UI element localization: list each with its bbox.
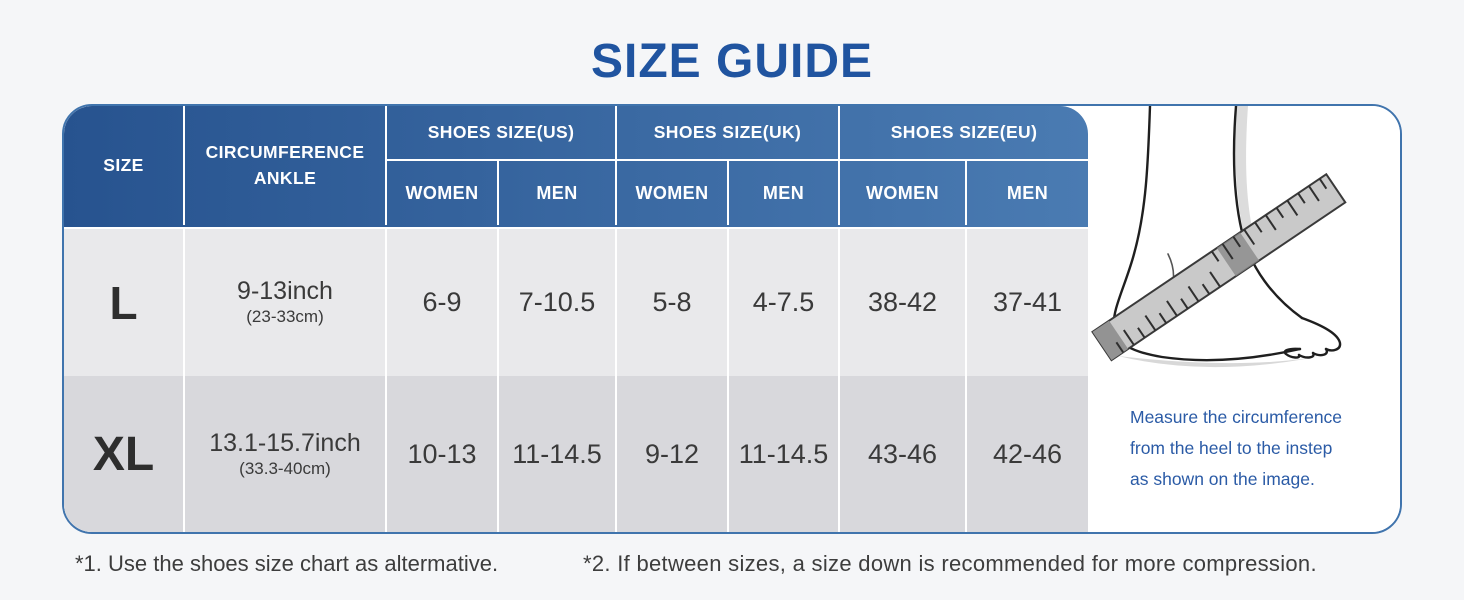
size-cell: XL xyxy=(64,376,185,532)
us-men-cell: 11-14.5 xyxy=(499,376,617,532)
header-us-women: WOMEN xyxy=(387,161,499,225)
header-shoes-size-us: SHOES SIZE(US) xyxy=(387,106,617,161)
header-uk-men: MEN xyxy=(729,161,840,225)
table-body: L 9-13inch (23-33cm) 6-9 7-10.5 5-8 4-7.… xyxy=(64,227,1088,532)
eu-men-cell: 42-46 xyxy=(967,376,1088,532)
measurement-panel: Measure the circumference from the heel … xyxy=(1088,106,1400,532)
uk-women-cell: 5-8 xyxy=(617,229,729,376)
header-eu-men: MEN xyxy=(1006,182,1049,203)
uk-women-cell: 9-12 xyxy=(617,376,729,532)
footnote-1: *1. Use the shoes size chart as altermat… xyxy=(75,551,499,576)
us-men-cell: 7-10.5 xyxy=(499,229,617,376)
circumference-cell: 13.1-15.7inch (33.3-40cm) xyxy=(185,376,387,532)
uk-men-cell: 4-7.5 xyxy=(729,229,840,376)
size-cell: L xyxy=(64,229,185,376)
circumference-cm: (23-33cm) xyxy=(246,307,324,327)
circumference-cell: 9-13inch (23-33cm) xyxy=(185,229,387,376)
us-women-value: 10-13 xyxy=(407,438,477,469)
circumference-inch: 9-13inch xyxy=(237,277,333,306)
uk-women-value: 5-8 xyxy=(652,287,692,317)
header-size: SIZE xyxy=(64,106,185,225)
eu-women-cell: 38-42 xyxy=(840,229,967,376)
table-row: XL 13.1-15.7inch (33.3-40cm) 10-13 11-14… xyxy=(64,376,1088,532)
eu-men-value: 42-46 xyxy=(992,438,1063,469)
header-shoes-size-eu: SHOES SIZE(EU) xyxy=(840,106,1088,161)
eu-men-cell: 37-41 xyxy=(967,229,1088,376)
footnote-2: *2. If between sizes, a size down is rec… xyxy=(583,551,1317,576)
header-us-men: MEN xyxy=(499,161,617,225)
circumference-inch: 13.1-15.7inch xyxy=(209,428,361,457)
measurement-caption: Measure the circumference from the heel … xyxy=(1130,402,1400,495)
size-table: SIZE CIRCUMFERENCE ANKLE SHOES SIZE(US) … xyxy=(64,106,1088,532)
size-guide-card: SIZE CIRCUMFERENCE ANKLE SHOES SIZE(US) … xyxy=(62,104,1402,534)
us-women-cell: 10-13 xyxy=(387,376,499,532)
table-row: L 9-13inch (23-33cm) 6-9 7-10.5 5-8 4-7.… xyxy=(64,229,1088,376)
us-women-cell: 6-9 xyxy=(387,229,499,376)
uk-men-cell: 11-14.5 xyxy=(729,376,840,532)
header-eu-women: WOMEN xyxy=(840,161,967,225)
header-circumference-line2: ANKLE xyxy=(253,167,317,188)
page-title: SIZE GUIDE xyxy=(590,35,874,88)
us-men-value: 7-10.5 xyxy=(518,287,596,317)
circumference-cm: (33.3-40cm) xyxy=(239,458,331,478)
header-uk-women: WOMEN xyxy=(617,161,729,225)
measuring-tape-icon xyxy=(1091,172,1347,362)
caption-line: from the heel to the instep xyxy=(1130,438,1333,459)
eu-women-value: 38-42 xyxy=(867,287,938,317)
header-circumference-line1: CIRCUMFERENCE xyxy=(205,142,365,163)
size-value: L xyxy=(109,276,138,329)
eu-men-value: 37-41 xyxy=(992,287,1063,317)
eu-women-cell: 43-46 xyxy=(840,376,967,532)
header-shoes-size-uk: SHOES SIZE(UK) xyxy=(617,106,840,161)
us-women-value: 6-9 xyxy=(422,287,462,317)
header-circumference-ankle: CIRCUMFERENCE ANKLE xyxy=(185,106,387,225)
uk-women-value: 9-12 xyxy=(644,438,700,469)
foot-measurement-illustration xyxy=(1091,106,1347,368)
uk-men-value: 4-7.5 xyxy=(752,287,815,317)
caption-line: as shown on the image. xyxy=(1130,469,1315,490)
uk-men-value: 11-14.5 xyxy=(738,438,829,469)
table-header: SIZE CIRCUMFERENCE ANKLE SHOES SIZE(US) … xyxy=(64,106,1088,227)
us-men-value: 11-14.5 xyxy=(512,438,602,469)
caption-line: Measure the circumference xyxy=(1130,407,1343,427)
size-value: XL xyxy=(92,427,155,481)
eu-women-value: 43-46 xyxy=(867,438,938,469)
